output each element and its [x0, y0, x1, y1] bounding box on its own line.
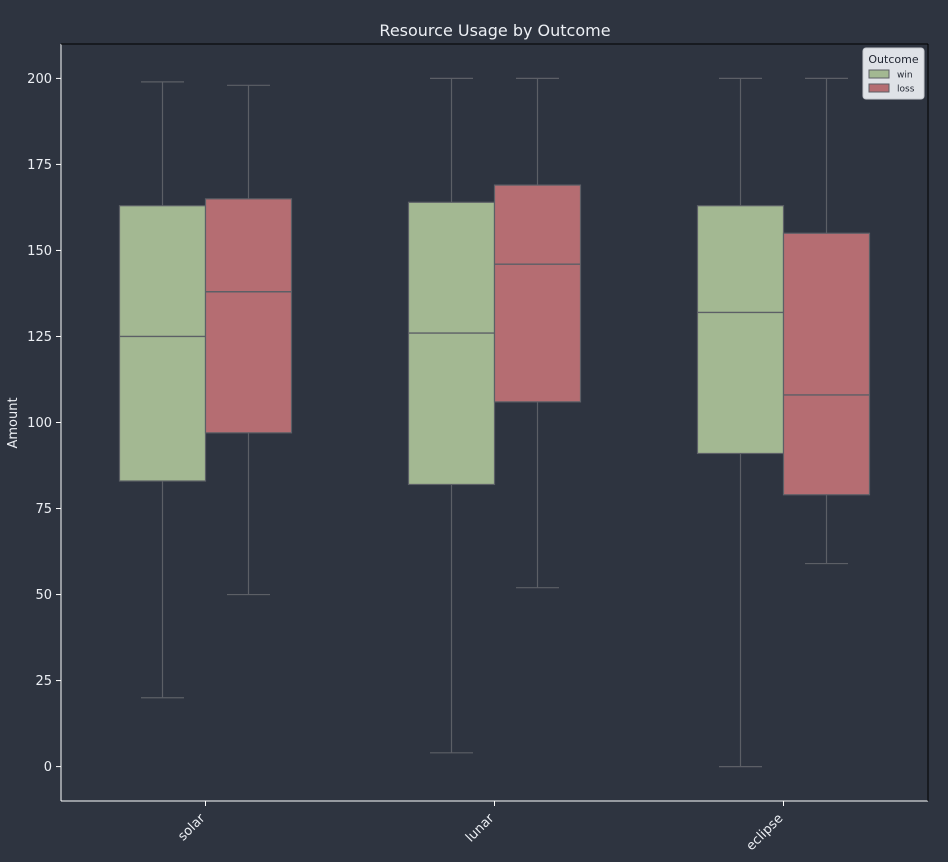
- y-tick-label: 125: [27, 330, 52, 345]
- y-tick-label: 25: [35, 674, 52, 689]
- box-win-solar: [118, 205, 207, 482]
- box-loss-lunar: [493, 184, 582, 403]
- legend-swatch-loss: [868, 83, 890, 93]
- y-tick-label: 75: [35, 502, 52, 517]
- box-loss-eclipse: [782, 232, 871, 496]
- box-win-eclipse: [696, 205, 785, 455]
- y-tick-label: 150: [27, 244, 52, 259]
- box-loss-solar: [204, 198, 293, 434]
- legend-label-win: win: [897, 71, 913, 81]
- y-tick-label: 50: [35, 588, 52, 603]
- y-tick-label: 200: [27, 72, 52, 87]
- box-win-lunar: [407, 201, 496, 486]
- legend: Outcome win loss: [862, 47, 925, 100]
- y-axis-label: Amount: [6, 397, 21, 448]
- y-tick-label: 0: [44, 760, 52, 775]
- legend-label-loss: loss: [897, 85, 915, 95]
- y-tick-label: 100: [27, 416, 52, 431]
- legend-title: Outcome: [868, 53, 918, 66]
- y-tick-label: 175: [27, 158, 52, 173]
- chart-title: Resource Usage by Outcome: [379, 21, 610, 40]
- legend-swatch-win: [868, 69, 890, 79]
